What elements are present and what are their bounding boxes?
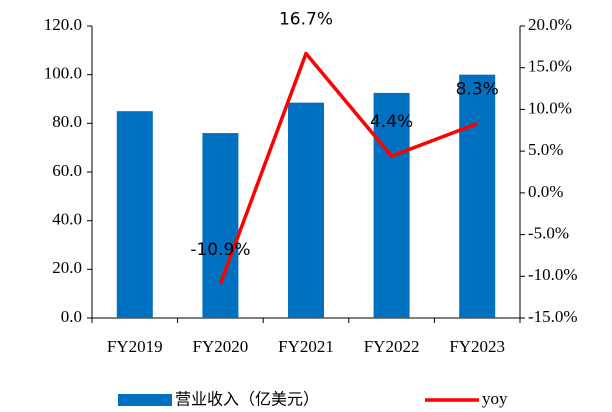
data-label: -10.9% (190, 240, 250, 260)
y-tick-label: 0.0 (61, 307, 82, 326)
x-tick-label: FY2022 (364, 337, 420, 356)
data-label: 4.4% (370, 112, 413, 132)
y2-tick-label: 15.0% (528, 57, 572, 76)
y2-tick-label: 0.0% (528, 182, 563, 201)
y2-tick-label: -15.0% (528, 307, 578, 326)
line (218, 51, 478, 285)
x-tick-label: FY2020 (193, 337, 249, 356)
legend-label: 营业收入（亿美元） (175, 390, 319, 409)
data-label: 16.7% (279, 10, 333, 30)
y2-tick-label: 10.0% (528, 98, 572, 117)
legend-label: yoy (482, 389, 508, 408)
y2-tick-label: 5.0% (528, 140, 563, 159)
x-tick-label: FY2021 (278, 337, 334, 356)
y-tick-label: 120.0 (44, 15, 82, 34)
bar (288, 102, 324, 319)
y-tick-label: 80.0 (52, 112, 82, 131)
y-tick-label: 20.0 (52, 258, 82, 277)
y-tick-label: 60.0 (52, 161, 82, 180)
data-label: 8.3% (456, 80, 499, 100)
y2-tick-label: -5.0% (528, 223, 569, 242)
y-tick-label: 100.0 (44, 64, 82, 83)
x-tick-label: FY2019 (107, 337, 163, 356)
bar (373, 92, 410, 319)
bar (459, 74, 496, 319)
bar (116, 111, 153, 319)
y-tick-label: 40.0 (52, 210, 82, 229)
y2-tick-label: 20.0% (528, 15, 572, 34)
legend-swatch (118, 394, 172, 406)
bar (202, 133, 239, 318)
x-tick-label: FY2023 (449, 337, 505, 356)
y2-tick-label: -10.0% (528, 265, 578, 284)
